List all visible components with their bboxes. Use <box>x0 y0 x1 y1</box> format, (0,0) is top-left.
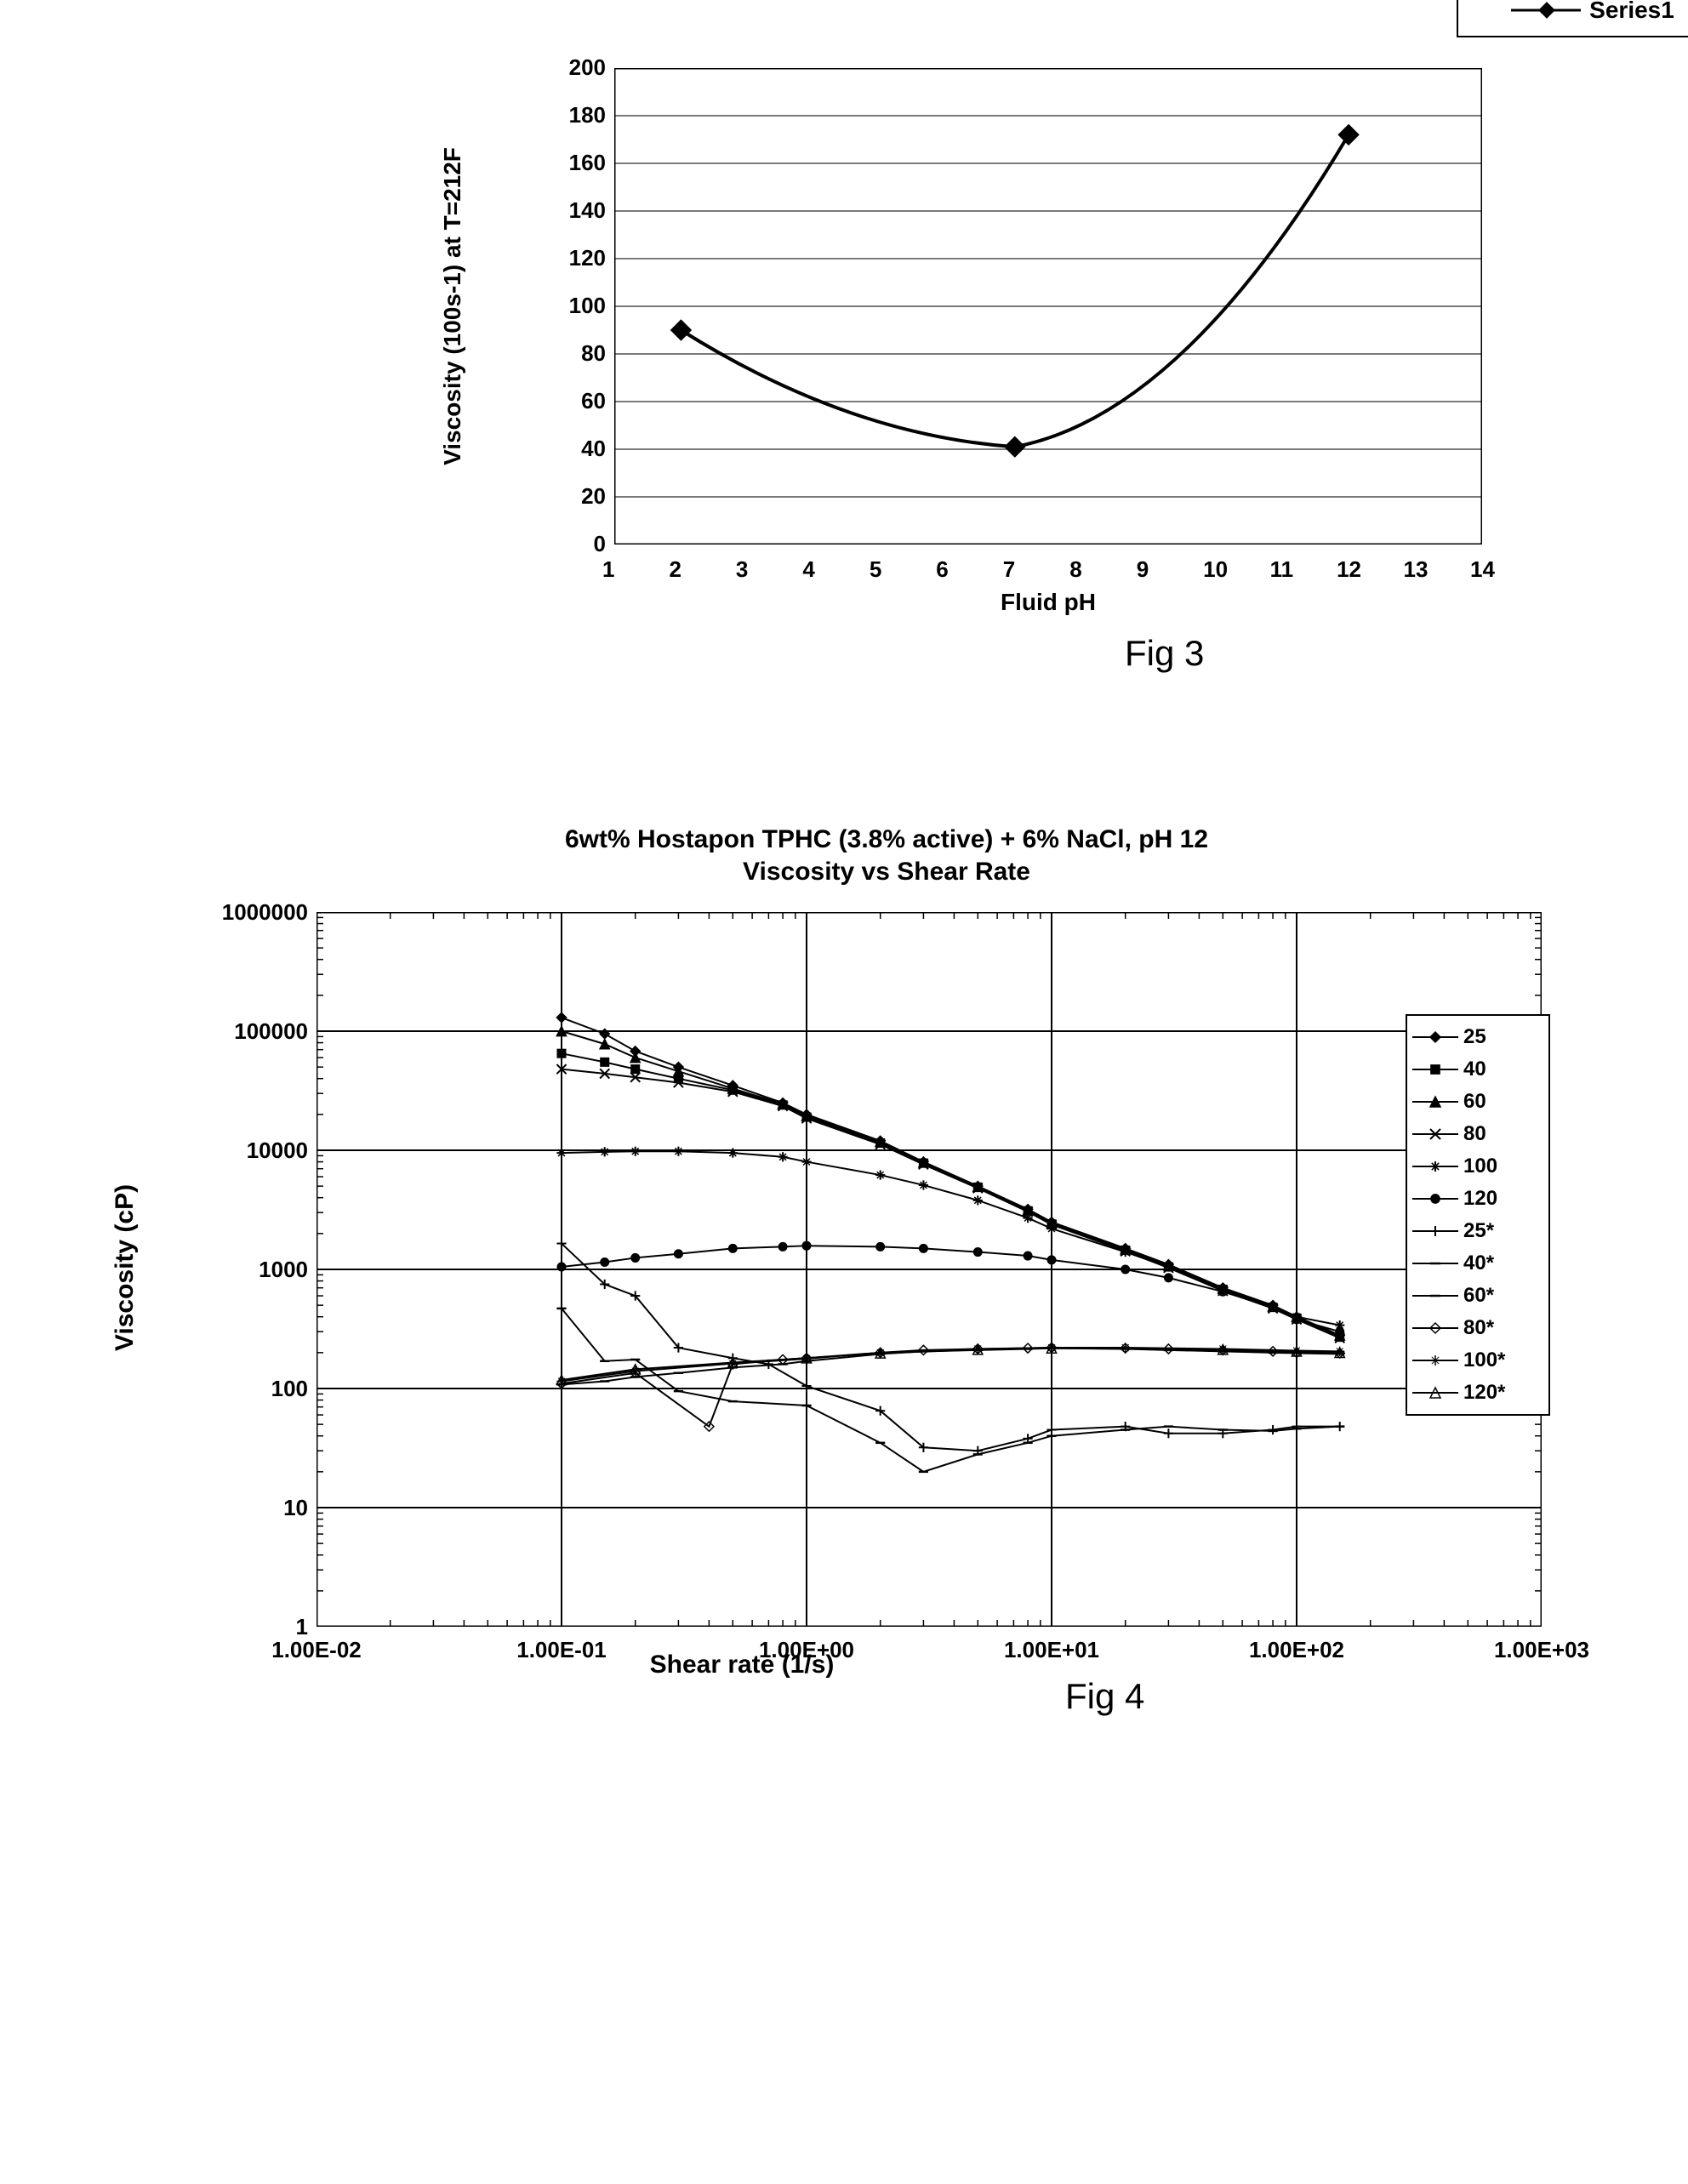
figure-3-plot-area: 020406080100120140160180200 123456789101… <box>614 68 1482 545</box>
figure-3-xtick-label: 11 <box>1270 556 1294 583</box>
figure-3-xtick-label: 14 <box>1470 556 1495 583</box>
figure-3-legend-label: Series1 <box>1589 0 1674 24</box>
figure-4-legend-item: 25* <box>1412 1215 1543 1247</box>
figure-3-ytick-label: 40 <box>529 436 606 462</box>
figure-4-title-line-2: Viscosity vs Shear Rate <box>146 858 1627 887</box>
figure-4-plot-area: 2540608010012025*40*60*80*100*120* 11010… <box>316 912 1542 1627</box>
figure-3-xtick-label: 5 <box>870 556 881 583</box>
figure-4-legend-item: 80 <box>1412 1118 1543 1150</box>
figure-3-xtick-label: 7 <box>1003 556 1015 583</box>
figure-3-xtick-label: 8 <box>1069 556 1081 583</box>
figure-4-legend-item: 80* <box>1412 1312 1543 1344</box>
figure-4-legend-item: 100 <box>1412 1150 1543 1183</box>
figure-3-xlabel: Fluid pH <box>614 589 1482 616</box>
figure-4-svg <box>316 912 1542 1627</box>
figure-4-label: Fig 4 <box>1065 1676 1144 1717</box>
figure-4-legend-label: 120* <box>1463 1381 1505 1405</box>
figure-3-xtick-label: 10 <box>1203 556 1228 583</box>
figure-4-legend: 25 40 60 80 100 120 25* 40* 60* 80* 100* 120* <box>1406 1014 1550 1416</box>
figure-4-legend-item: 120* <box>1412 1377 1543 1409</box>
figure-4-legend-label: 60* <box>1463 1284 1494 1308</box>
figure-3-xtick-label: 6 <box>936 556 948 583</box>
figure-4-legend-item: 40* <box>1412 1247 1543 1280</box>
figure-3-ytick-label: 100 <box>529 293 606 319</box>
figure-3-ytick-label: 200 <box>529 54 606 81</box>
figure-3-ytick-label: 180 <box>529 102 606 128</box>
figure-4-legend-label: 100* <box>1463 1349 1505 1372</box>
figure-3-xtick-label: 12 <box>1337 556 1361 583</box>
figure-4-legend-item: 60 <box>1412 1086 1543 1118</box>
figure-4-legend-label: 25 <box>1463 1025 1486 1049</box>
figure-4-ytick-label: 10000 <box>172 1138 308 1164</box>
figure-4-ytick-label: 100000 <box>172 1018 308 1045</box>
figure-4-legend-label: 60 <box>1463 1090 1486 1114</box>
figure-3-xtick-label: 9 <box>1137 556 1149 583</box>
figure-4-legend-label: 80* <box>1463 1316 1494 1340</box>
figure-4-title-line-1: 6wt% Hostapon TPHC (3.8% active) + 6% Na… <box>146 825 1627 854</box>
figure-4-legend-label: 25* <box>1463 1219 1494 1243</box>
figure-3-xtick-label: 4 <box>802 556 814 583</box>
legend-line-icon <box>1511 2 1581 19</box>
figure-3-label: Fig 3 <box>1125 633 1204 674</box>
figure-4-legend-label: 100 <box>1463 1155 1497 1178</box>
figure-4-xlabel: Shear rate (1/s) <box>316 1651 1167 1679</box>
figure-3-xtick-label: 1 <box>602 556 614 583</box>
figure-3-ytick-label: 60 <box>529 388 606 414</box>
figure-3-xtick-label: 3 <box>736 556 748 583</box>
figure-4-legend-label: 80 <box>1463 1122 1486 1146</box>
figure-4-legend-label: 40* <box>1463 1252 1494 1275</box>
figure-4-ytick-label: 1000000 <box>172 899 308 926</box>
figure-3-ytick-label: 140 <box>529 197 606 224</box>
figure-4-legend-item: 60* <box>1412 1280 1543 1312</box>
figure-4-ytick-label: 10 <box>172 1495 308 1521</box>
figure-4-legend-label: 120 <box>1463 1187 1497 1211</box>
figure-3-svg <box>614 68 1482 545</box>
figure-4-ylabel: Viscosity (cP) <box>111 1184 140 1351</box>
figure-3-ytick-label: 160 <box>529 150 606 176</box>
figure-3-ytick-label: 0 <box>529 531 606 557</box>
figure-4-legend-item: 25 <box>1412 1021 1543 1053</box>
figure-3-xtick-label: 2 <box>669 556 681 583</box>
figure-4-ytick-label: 1000 <box>172 1257 308 1283</box>
figure-4-legend-label: 40 <box>1463 1058 1486 1081</box>
figure-3-xtick-label: 13 <box>1404 556 1429 583</box>
figure-3-ytick-label: 120 <box>529 245 606 271</box>
figure-3-ytick-label: 80 <box>529 340 606 367</box>
figure-4-legend-item: 40 <box>1412 1053 1543 1086</box>
figure-4-xtick-label: 1.00E+02 <box>1237 1637 1356 1663</box>
figure-3-ylabel: Viscosity (100s-1) at T=212F <box>439 147 466 465</box>
figure-4-ytick-label: 100 <box>172 1376 308 1402</box>
figure-3-legend: Series1 <box>1457 0 1688 37</box>
figure-3-wrap: Series1 Viscosity (100s-1) at T=212F 020… <box>512 68 1652 545</box>
figure-4-xtick-label: 1.00E+03 <box>1482 1637 1601 1663</box>
figure-4-wrap: 6wt% Hostapon TPHC (3.8% active) + 6% Na… <box>146 825 1627 1627</box>
figure-4-legend-item: 120 <box>1412 1183 1543 1215</box>
figure-3-ytick-label: 20 <box>529 483 606 510</box>
figure-4-legend-item: 100* <box>1412 1344 1543 1377</box>
